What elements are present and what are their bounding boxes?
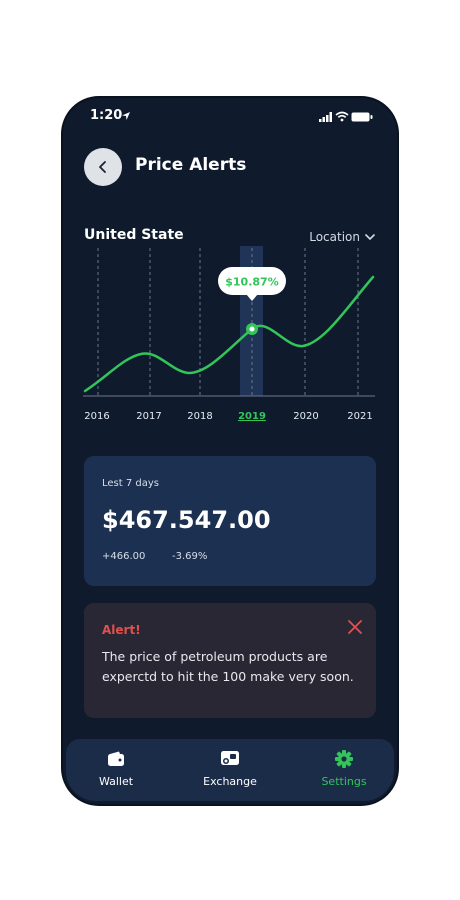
summary-change-abs: +466.00 (102, 551, 146, 562)
tooltip-value: $10.87% (225, 276, 278, 289)
exchange-icon (221, 751, 239, 765)
x-tick-2020: 2020 (293, 411, 318, 422)
signal-icon (319, 112, 332, 122)
tab-settings[interactable]: Settings (304, 749, 384, 788)
alert-card: Alert! The price of petroleum products a… (84, 603, 376, 718)
battery-icon (351, 112, 373, 122)
location-dropdown[interactable]: Location (309, 230, 375, 244)
summary-amount: $467.547.00 (102, 506, 271, 534)
tooltip: $10.87% (218, 267, 286, 301)
price-chart: $10.87% 2016 2017 2018 2019 2020 2021 (83, 246, 375, 422)
gear-icon (335, 750, 353, 768)
alert-title: Alert! (102, 623, 141, 637)
summary-card: Lest 7 days $467.547.00 +466.00 -3.69% (84, 456, 376, 586)
series-line (83, 275, 375, 393)
x-tick-2018: 2018 (187, 411, 212, 422)
x-tick-2017: 2017 (136, 411, 161, 422)
location-dropdown-label: Location (309, 230, 360, 244)
chevron-down-icon (365, 233, 375, 240)
chevron-left-icon (99, 161, 106, 173)
wifi-icon (335, 111, 349, 122)
x-tick-2019[interactable]: 2019 (238, 411, 266, 422)
x-tick-2016: 2016 (84, 411, 109, 422)
wallet-icon (108, 751, 124, 766)
summary-change-pct: -3.69% (172, 551, 208, 562)
tooltip-pointer (246, 294, 258, 301)
status-bar: 1:20 (63, 108, 397, 128)
alert-message: The price of petroleum products are expe… (102, 649, 354, 684)
tab-settings-label: Settings (321, 775, 367, 788)
selected-point-inner (249, 326, 255, 332)
tab-exchange-label: Exchange (203, 775, 257, 788)
tooltip-bubble (218, 267, 286, 295)
region-name: United State (84, 227, 184, 243)
phone-screen: 1:20 Price Alerts United State Location (63, 98, 397, 804)
close-icon[interactable] (348, 620, 362, 634)
x-tick-2021: 2021 (347, 411, 372, 422)
location-arrow-icon (122, 112, 130, 120)
tab-exchange[interactable]: Exchange (190, 749, 270, 788)
tab-wallet[interactable]: Wallet (76, 749, 156, 788)
status-time: 1:20 (90, 108, 123, 123)
page-title: Price Alerts (135, 155, 247, 175)
summary-period: Lest 7 days (102, 478, 160, 489)
back-button[interactable] (84, 148, 122, 186)
bottom-tab-bar: Wallet Exchange (66, 739, 394, 801)
tab-wallet-label: Wallet (98, 775, 134, 788)
